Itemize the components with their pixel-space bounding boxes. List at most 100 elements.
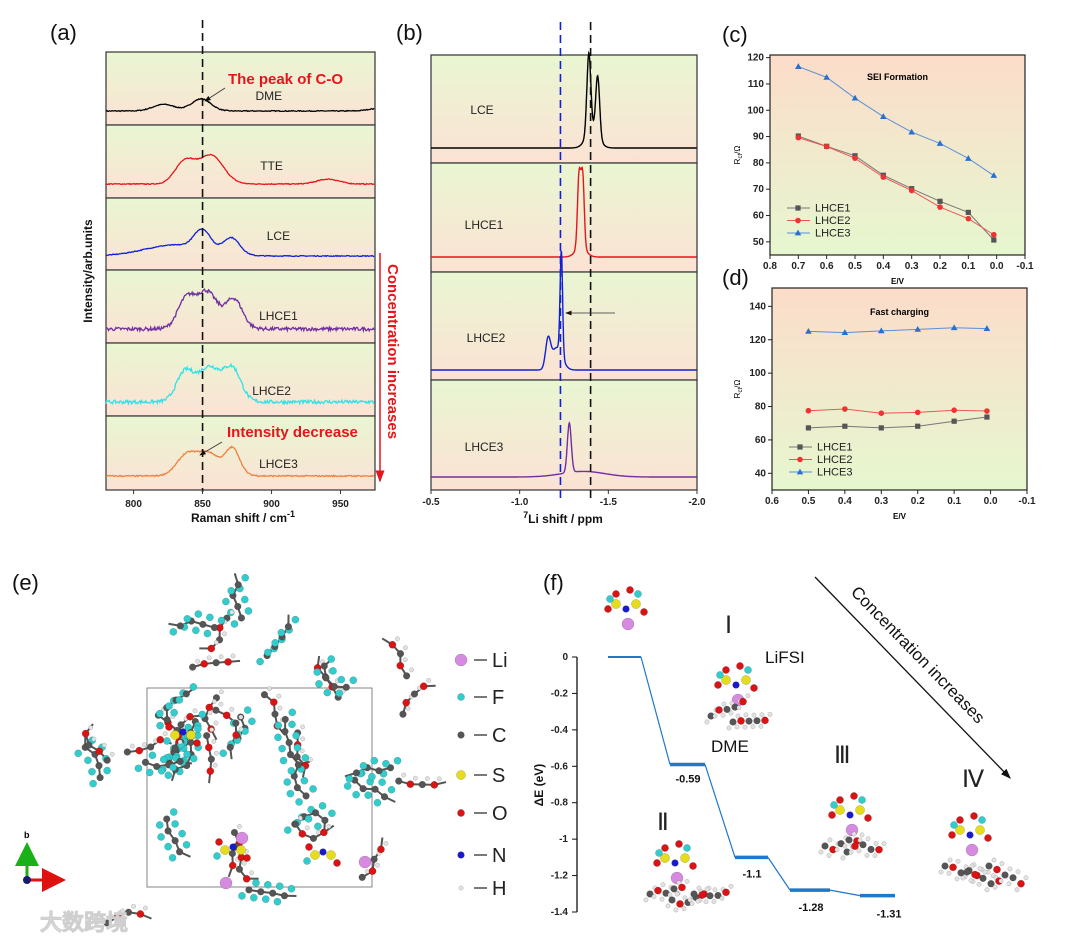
- c-atom: [837, 840, 845, 848]
- c-atom: [230, 828, 239, 837]
- f-atom: [84, 756, 92, 765]
- o-atom: [205, 703, 214, 712]
- h-atom: [960, 875, 966, 881]
- f-atom: [134, 764, 143, 773]
- f-atom: [189, 683, 198, 691]
- c-atom: [418, 780, 426, 789]
- subplot-lce: [430, 54, 698, 164]
- circle-marker: [823, 143, 830, 150]
- f-atom: [393, 756, 402, 765]
- f-atom: [382, 759, 390, 768]
- raman-chart: DME TTE LCE LHCE1 LHCE2 LHCE3 800 850 900 950: [105, 20, 376, 510]
- f-atom: [309, 785, 317, 793]
- h-atom: [211, 698, 217, 704]
- f-atom: [343, 782, 352, 790]
- f-atom: [335, 689, 344, 698]
- h-atom: [1015, 869, 1021, 875]
- plot-area: [771, 287, 1028, 491]
- square-marker: [965, 209, 971, 215]
- c-atom: [232, 719, 240, 727]
- square-marker: [915, 423, 921, 429]
- circle-marker: [805, 407, 812, 414]
- c-atom: [103, 756, 111, 764]
- f-atom: [275, 882, 284, 891]
- h-atom: [229, 609, 235, 615]
- s-atom: [741, 675, 751, 685]
- c-atom: [187, 738, 195, 747]
- o-atom: [676, 900, 684, 908]
- c-atom: [402, 672, 411, 680]
- c-atom: [963, 868, 971, 876]
- y-axis-label: Rct/Ω: [733, 380, 744, 399]
- h-atom: [192, 708, 198, 714]
- h-atom: [304, 825, 310, 831]
- f-atom: [315, 680, 323, 688]
- h-atom: [856, 848, 862, 854]
- o-atom: [722, 666, 730, 674]
- series-label: LHCE3: [465, 440, 504, 454]
- x-tick-label: 0.5: [801, 496, 815, 507]
- h-atom: [230, 653, 236, 659]
- h-atom: [872, 853, 878, 859]
- o-atom: [612, 590, 620, 598]
- c-atom: [271, 710, 279, 718]
- y-tick-label: 0: [562, 652, 568, 663]
- f-atom: [248, 717, 256, 726]
- o-atom: [193, 739, 201, 747]
- molecular-dynamics-snapshot: [74, 572, 447, 927]
- y-tick-label: 80: [753, 158, 765, 169]
- n-atom: [319, 848, 327, 856]
- panel-label-e: (e): [12, 570, 39, 595]
- h-atom: [751, 712, 757, 718]
- h-atom: [426, 677, 432, 683]
- f-atom: [950, 821, 958, 829]
- f-atom: [238, 892, 246, 900]
- triangle-marker: [965, 155, 972, 161]
- s-atom: [955, 825, 965, 835]
- c-atom: [293, 784, 302, 792]
- f-atom: [169, 808, 178, 816]
- o-atom: [186, 712, 194, 721]
- o-atom: [640, 608, 648, 616]
- element-label: N: [492, 845, 506, 867]
- h-atom: [999, 861, 1005, 867]
- c-atom: [845, 836, 853, 844]
- o-atom: [739, 697, 747, 706]
- c-atom: [124, 908, 133, 916]
- s-atom: [631, 599, 641, 609]
- f-atom: [256, 657, 264, 666]
- f-atom: [252, 879, 260, 887]
- f-atom: [164, 771, 173, 780]
- triangle-marker: [990, 172, 998, 178]
- o-atom: [689, 862, 697, 870]
- h-atom: [704, 719, 710, 725]
- c-atom: [260, 691, 269, 699]
- h-atom: [998, 878, 1004, 884]
- c-atom: [85, 741, 93, 749]
- o-atom: [956, 816, 964, 824]
- c-atom: [668, 896, 676, 904]
- h-atom: [826, 853, 832, 859]
- h-atom: [177, 739, 183, 745]
- h-atom: [818, 849, 824, 855]
- y-tick-label: 140: [749, 301, 766, 312]
- f-atom: [286, 789, 295, 798]
- f-atom: [291, 615, 300, 624]
- s-atom: [456, 770, 466, 780]
- h-atom: [767, 711, 773, 717]
- spectrum-tte: [105, 153, 375, 186]
- h-atom: [946, 870, 952, 876]
- structure-label-4: Ⅳ: [962, 767, 984, 793]
- o-atom: [228, 861, 237, 870]
- h-atom: [241, 860, 247, 866]
- f-atom: [283, 778, 292, 786]
- panel-label-f: (f): [543, 570, 564, 595]
- square-marker: [805, 425, 812, 431]
- c-atom: [714, 891, 722, 900]
- circle-marker: [984, 408, 990, 414]
- c-atom: [330, 682, 338, 691]
- series-line: [798, 66, 995, 176]
- circle-marker: [795, 217, 801, 224]
- h-atom: [300, 736, 306, 742]
- f-atom: [303, 857, 311, 865]
